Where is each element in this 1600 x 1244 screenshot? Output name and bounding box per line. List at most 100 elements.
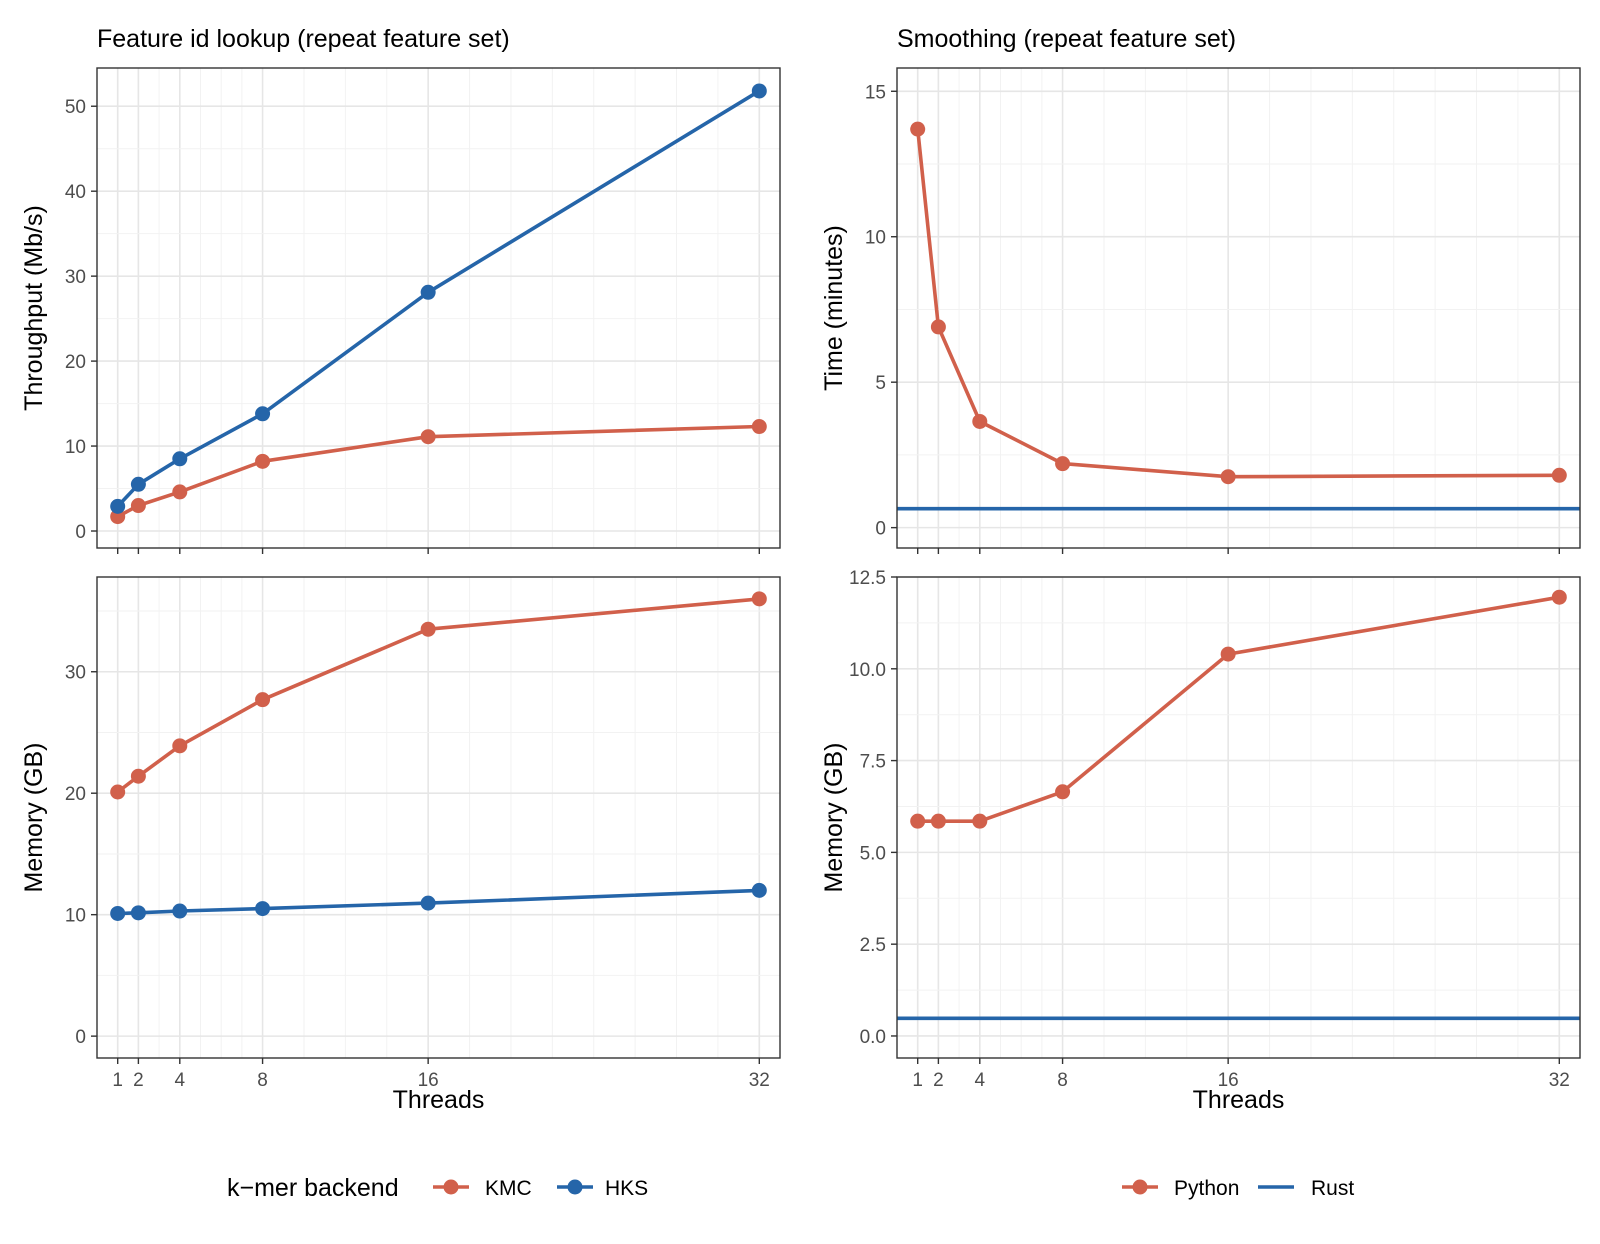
plot-background (897, 68, 1580, 548)
data-point (1055, 456, 1071, 472)
y-tick-label: 10 (65, 437, 86, 458)
data-point (172, 738, 188, 754)
y-tick-label: 20 (65, 352, 86, 373)
y-tick-label: 15 (865, 82, 886, 103)
data-point (1220, 469, 1236, 485)
data-point (930, 319, 946, 335)
data-point (972, 813, 988, 829)
y-axis-label: Throughput (Mb/s) (20, 205, 48, 411)
x-tick-label: 16 (418, 1070, 439, 1091)
y-tick-label: 0 (75, 522, 86, 543)
legend-item-hks: HKS (557, 1177, 648, 1200)
data-point (255, 453, 271, 469)
legend-label: Python (1174, 1177, 1239, 1200)
series-line-python (915, 128, 1560, 479)
x-tick-label: 8 (257, 1070, 268, 1091)
y-tick-label: 30 (65, 663, 86, 684)
data-point (255, 406, 271, 422)
data-point (420, 895, 436, 911)
data-point (972, 413, 988, 429)
y-gridlines (897, 576, 1580, 1037)
plot-background (97, 577, 780, 1058)
y-tick-label: 20 (65, 784, 86, 805)
data-point (1055, 784, 1071, 800)
panel-title: Feature id lookup (repeat feature set) (97, 25, 510, 53)
panel-smoothing_time: 0 5 10 15 Smoothing (repeat feature set) Time… (820, 25, 1581, 554)
data-point (751, 419, 767, 435)
data-point (751, 882, 767, 898)
panel-memory_kmer: 0 10 20 30 1 2 4 8 16 32 Memory (GB) Threads (20, 576, 781, 1114)
panel-border (896, 67, 1581, 549)
series-python (910, 589, 1567, 829)
data-point (910, 121, 926, 137)
legend-key-point (567, 1179, 583, 1195)
series-kmc (110, 591, 767, 800)
data-point (130, 498, 146, 514)
panel-throughput: 0 10 20 30 40 50 Feature id lookup (repeat fea… (20, 25, 781, 554)
x-tick-label: 2 (133, 1070, 144, 1091)
plot-background (897, 577, 1580, 1058)
data-point (420, 621, 436, 637)
y-gridlines (97, 105, 780, 532)
data-point (1551, 589, 1567, 605)
legend-item-rust: Rust (1258, 1177, 1354, 1200)
data-point (751, 591, 767, 607)
panel-memory_smoothing: 0.0 2.5 5.0 7.5 10.0 12.5 1 2 4 8 16 32 Memory (GB) T… (820, 568, 1581, 1114)
data-point (172, 451, 188, 467)
y-tick-label: 30 (65, 267, 86, 288)
y-tick-label: 40 (65, 182, 86, 203)
panel-border (96, 67, 781, 549)
data-point (1220, 646, 1236, 662)
y-tick-label: 0.0 (860, 1027, 886, 1048)
y-tick-label: 2.5 (860, 935, 886, 956)
x-tick-label: 32 (1549, 1070, 1570, 1091)
y-tick-label: 0 (75, 1027, 86, 1048)
y-tick-label: 5 (875, 373, 886, 394)
x-tick-label: 8 (1057, 1070, 1068, 1091)
legend-1: k−mer backend KMC HKS (227, 1174, 648, 1202)
y-tick-label: 50 (65, 97, 86, 118)
x-tick-label: 1 (112, 1070, 123, 1091)
legend-label: HKS (605, 1177, 648, 1200)
data-point (110, 905, 126, 921)
data-point (930, 813, 946, 829)
data-point (420, 429, 436, 445)
y-axis-label: Memory (GB) (820, 743, 848, 893)
data-point (130, 768, 146, 784)
data-point (255, 901, 271, 917)
x-gridlines (116, 68, 761, 548)
legend-item-python: Python (1122, 1177, 1239, 1200)
y-tick-label: 7.5 (860, 752, 886, 773)
x-tick-label: 4 (974, 1070, 985, 1091)
panel-border (896, 576, 1581, 1059)
y-axis-label: Memory (GB) (20, 743, 48, 893)
data-point (910, 813, 926, 829)
x-tick-label: 16 (1218, 1070, 1239, 1091)
legend-label: Rust (1311, 1177, 1354, 1200)
y-gridlines (97, 610, 780, 1037)
series-hks (110, 882, 767, 921)
data-point (420, 284, 436, 300)
series-python (910, 121, 1567, 485)
y-tick-label: 0 (875, 519, 886, 540)
panel-border (96, 576, 781, 1059)
series-hks (110, 83, 767, 514)
y-tick-label: 10.0 (849, 660, 886, 681)
x-axis-label: Threads (393, 1086, 485, 1114)
data-point (751, 83, 767, 99)
data-point (110, 784, 126, 800)
y-tick-label: 5.0 (860, 843, 886, 864)
x-tick-label: 4 (174, 1070, 185, 1091)
data-point (172, 903, 188, 919)
data-point (110, 498, 126, 514)
x-axis-label: Threads (1193, 1086, 1285, 1114)
series-kmc (110, 419, 767, 525)
x-gridlines (116, 577, 761, 1058)
x-tick-label: 32 (749, 1070, 770, 1091)
data-point (172, 484, 188, 500)
data-point (1551, 467, 1567, 483)
legend-item-kmc: KMC (433, 1177, 532, 1200)
y-tick-label: 12.5 (849, 568, 886, 589)
legend-title: k−mer backend (227, 1174, 399, 1202)
